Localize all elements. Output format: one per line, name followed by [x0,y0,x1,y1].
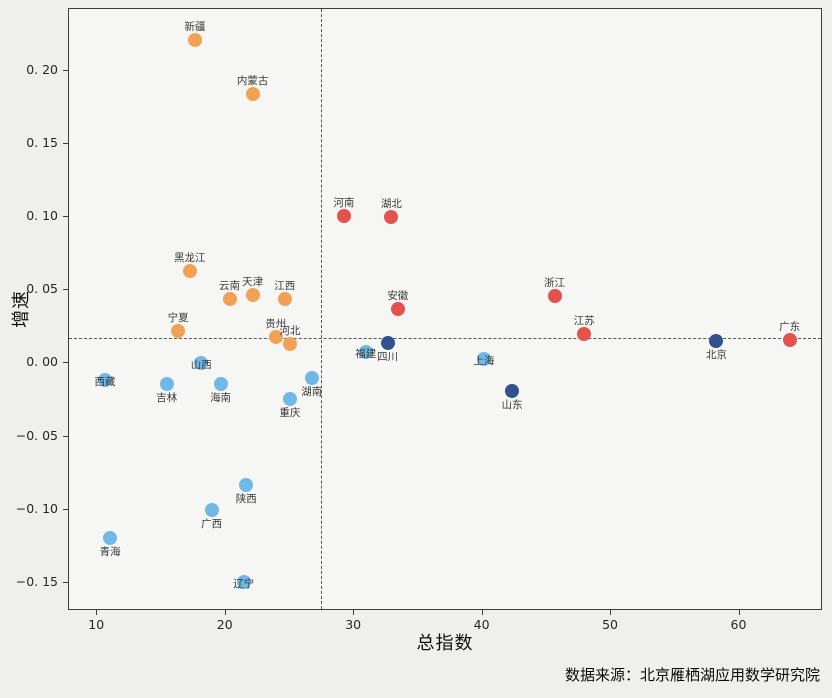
point-label: 天津 [242,275,264,288]
data-point [304,371,319,386]
point-label: 陕西 [235,492,257,505]
point-label: 安徽 [387,290,409,303]
y-axis-tick [63,215,68,217]
point-label: 四川 [377,350,399,363]
x-axis-tick [738,610,740,615]
x-axis-tick-label: 10 [88,617,105,632]
data-point [245,86,260,101]
data-point [358,344,373,359]
x-axis-tick [353,610,355,615]
data-point [277,292,292,306]
x-axis-tick [610,610,612,615]
point-label: 湖北 [380,197,402,210]
point-label: 上海 [473,354,495,367]
point-label: 湖南 [301,385,323,398]
data-point [282,337,297,352]
data-point [336,208,351,223]
x-axis-tick-label: 20 [216,617,233,632]
point-label: 广西 [201,517,223,530]
data-point [222,292,237,306]
data-point [505,384,520,399]
y-axis-tick [63,69,68,71]
point-label: 河北 [279,325,301,338]
point-label: 宁夏 [167,311,189,324]
y-axis-tick [63,582,68,584]
point-label: 西藏 [94,375,116,388]
data-point [268,330,283,345]
data-point [239,478,254,493]
y-axis-tick-label: −0. 15 [15,574,58,590]
y-axis-tick [63,435,68,437]
x-axis-tick-label: 30 [345,617,362,632]
y-axis-tick-label: 0. 10 [26,207,58,223]
data-point [182,264,197,279]
y-axis-tick-label: 0. 20 [26,61,58,77]
y-axis-tick [63,362,68,364]
y-axis-tick-label: 0. 15 [26,134,58,150]
point-label: 北京 [705,349,727,362]
data-point [103,530,118,545]
y-axis-tick [63,289,68,291]
data-point [187,32,202,47]
data-point [782,333,797,348]
data-point [245,287,260,302]
point-label: 青海 [99,545,121,558]
point-label: 重庆 [279,406,301,419]
data-point [547,289,562,304]
point-label: 江西 [274,279,296,292]
x-axis-title: 总指数 [416,633,474,654]
point-label: 新疆 [184,20,206,33]
point-label: 辽宁 [233,577,255,590]
y-axis-tick-label: 0. 00 [26,354,58,370]
point-label: 山东 [501,399,523,412]
data-point [236,574,251,589]
data-point [384,209,399,224]
data-point [390,302,405,317]
point-label: 云南 [219,279,241,292]
point-label: 山西 [190,359,212,372]
data-point [476,352,491,367]
x-axis-tick [96,610,98,615]
x-axis-tick [224,610,226,615]
data-point [577,327,592,342]
point-label: 河南 [333,196,355,209]
point-label: 福建 [355,347,377,360]
x-axis-tick-label: 40 [473,617,490,632]
data-point [282,391,297,406]
point-label: 江苏 [573,314,595,327]
data-point [380,335,395,350]
data-point [171,324,186,339]
data-point [97,372,112,387]
point-label: 黑龙江 [173,251,206,264]
data-point [709,334,724,349]
point-label: 内蒙古 [236,74,269,87]
x-axis-tick [481,610,483,615]
x-axis-tick-label: 50 [602,617,618,632]
data-point [194,356,209,371]
point-label: 广东 [779,320,801,333]
source-note: 数据来源：北京雁栖湖应用数学研究院 [564,666,820,684]
y-axis-tick [63,142,68,144]
point-label: 海南 [210,391,232,404]
data-point [159,376,174,391]
data-point [204,502,219,517]
point-label: 浙江 [544,276,566,289]
y-axis-tick-label: −0. 05 [15,427,58,443]
y-axis-tick [63,508,68,510]
x-axis-tick-label: 60 [730,617,747,632]
vertical-reference-line [321,9,323,609]
horizontal-reference-line [69,337,821,339]
point-label: 贵州 [265,317,287,330]
y-axis-tick-label: −0. 10 [15,500,58,516]
y-axis-tick-label: 0. 05 [26,281,58,297]
plot-area: 新疆内蒙古黑龙江云南 天津 江西宁夏 贵州 河北 河南 湖北安徽 浙江江苏 广东四川 北京山东 山西… [68,8,822,610]
data-point [213,376,228,391]
point-label: 吉林 [156,391,178,404]
